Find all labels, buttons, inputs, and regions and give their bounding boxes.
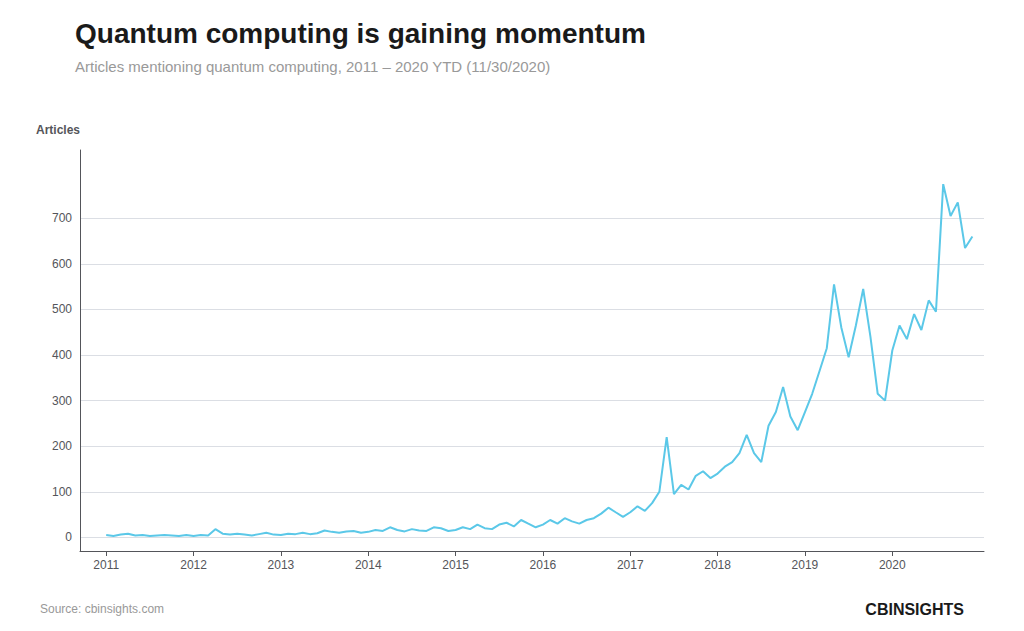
svg-text:0: 0 <box>65 530 72 544</box>
svg-text:2011: 2011 <box>93 558 119 572</box>
svg-text:600: 600 <box>52 257 72 271</box>
svg-text:CBINSIGHTS: CBINSIGHTS <box>865 601 964 618</box>
svg-text:700: 700 <box>52 211 72 225</box>
svg-text:Source: cbinsights.com: Source: cbinsights.com <box>40 602 164 616</box>
svg-text:200: 200 <box>52 439 72 453</box>
svg-text:2020: 2020 <box>879 558 906 572</box>
svg-text:2017: 2017 <box>617 558 644 572</box>
svg-text:100: 100 <box>52 485 72 499</box>
svg-text:Articles: Articles <box>36 123 80 137</box>
svg-text:2018: 2018 <box>704 558 731 572</box>
svg-text:2016: 2016 <box>530 558 557 572</box>
svg-text:500: 500 <box>52 302 72 316</box>
svg-text:2012: 2012 <box>180 558 207 572</box>
svg-text:Quantum computing is gaining m: Quantum computing is gaining momentum <box>75 18 646 49</box>
svg-text:300: 300 <box>52 394 72 408</box>
svg-text:2013: 2013 <box>268 558 295 572</box>
svg-text:400: 400 <box>52 348 72 362</box>
svg-text:2019: 2019 <box>792 558 819 572</box>
svg-text:Articles mentioning quantum co: Articles mentioning quantum computing, 2… <box>75 58 550 75</box>
svg-text:2015: 2015 <box>442 558 469 572</box>
svg-text:2014: 2014 <box>355 558 382 572</box>
